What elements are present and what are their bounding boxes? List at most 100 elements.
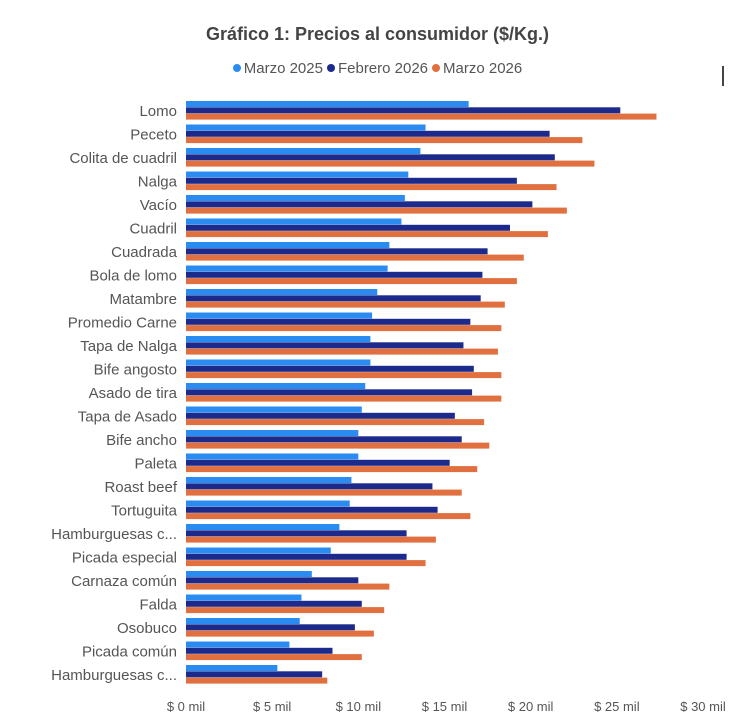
bar[interactable] xyxy=(186,513,471,520)
category-label: Osobuco xyxy=(117,620,177,637)
bar[interactable] xyxy=(186,148,421,154)
bar[interactable] xyxy=(186,254,524,261)
legend-dot-icon xyxy=(326,64,335,72)
bar[interactable] xyxy=(186,419,485,426)
category-label: Cuadrada xyxy=(111,244,178,261)
bar[interactable] xyxy=(186,395,502,402)
bar[interactable] xyxy=(186,483,433,490)
bar[interactable] xyxy=(186,224,510,231)
bar[interactable] xyxy=(186,301,505,308)
bar[interactable] xyxy=(186,383,366,389)
bar[interactable] xyxy=(186,113,657,120)
bar[interactable] xyxy=(186,207,567,214)
bar[interactable] xyxy=(186,459,450,466)
bar[interactable] xyxy=(186,553,407,560)
bar[interactable] xyxy=(186,560,426,567)
bar[interactable] xyxy=(186,171,409,178)
bar[interactable] xyxy=(186,547,331,554)
legend-item[interactable]: Marzo 2026 xyxy=(432,60,522,77)
legend-item[interactable]: Marzo 2025 xyxy=(232,60,323,77)
bar[interactable] xyxy=(186,336,371,342)
bar[interactable] xyxy=(186,242,390,248)
text-cursor xyxy=(722,66,724,86)
bar[interactable] xyxy=(186,137,583,144)
bar[interactable] xyxy=(186,289,378,295)
bar[interactable] xyxy=(186,436,462,443)
category-label: Lomo xyxy=(139,103,177,120)
legend-label: Febrero 2026 xyxy=(337,60,429,77)
bar[interactable] xyxy=(186,318,471,325)
bar[interactable] xyxy=(186,536,436,543)
category-label: Roast beef xyxy=(104,479,177,496)
bar[interactable] xyxy=(186,412,455,419)
bar[interactable] xyxy=(186,389,473,396)
bar[interactable] xyxy=(186,677,328,684)
bar[interactable] xyxy=(186,124,426,131)
bar[interactable] xyxy=(186,372,502,379)
bar[interactable] xyxy=(186,594,302,601)
bar[interactable] xyxy=(186,365,474,372)
bar[interactable] xyxy=(186,348,498,355)
x-tick-label: $ 10 mil xyxy=(336,699,382,714)
legend-item[interactable]: Febrero 2026 xyxy=(326,60,429,77)
bar[interactable] xyxy=(186,231,548,238)
bar[interactable] xyxy=(186,342,464,349)
bar[interactable] xyxy=(186,359,371,366)
x-tick-label: $ 20 mil xyxy=(508,699,554,714)
bar[interactable] xyxy=(186,442,490,449)
bar[interactable] xyxy=(186,477,352,483)
bar[interactable] xyxy=(186,453,359,460)
bar[interactable] xyxy=(186,184,557,191)
x-tick-label: $ 25 mil xyxy=(594,699,640,714)
bar[interactable] xyxy=(186,630,374,637)
category-label: Colita de cuadril xyxy=(69,150,177,167)
category-label: Hamburguesas c... xyxy=(51,526,177,543)
category-label: Picada común xyxy=(82,644,177,661)
bar[interactable] xyxy=(186,583,390,590)
category-label: Bola de lomo xyxy=(89,268,177,285)
bar[interactable] xyxy=(186,671,323,678)
category-label: Falda xyxy=(139,597,177,614)
bar[interactable] xyxy=(186,524,340,530)
bar[interactable] xyxy=(186,271,483,278)
bar[interactable] xyxy=(186,624,355,631)
bar[interactable] xyxy=(186,641,290,648)
legend-dot-icon xyxy=(232,64,241,72)
bar[interactable] xyxy=(186,278,517,285)
bar[interactable] xyxy=(186,406,362,413)
bar[interactable] xyxy=(186,201,533,208)
bar[interactable] xyxy=(186,154,555,161)
bar[interactable] xyxy=(186,177,517,184)
bar[interactable] xyxy=(186,665,278,671)
bar[interactable] xyxy=(186,312,373,319)
bar[interactable] xyxy=(186,160,595,167)
bar[interactable] xyxy=(186,489,462,496)
legend-label: Marzo 2026 xyxy=(443,60,523,77)
bar[interactable] xyxy=(186,571,312,577)
bar[interactable] xyxy=(186,618,300,624)
bar[interactable] xyxy=(186,325,502,332)
bar[interactable] xyxy=(186,101,469,107)
x-tick-label: $ 15 mil xyxy=(422,699,468,714)
bar[interactable] xyxy=(186,500,350,507)
bar[interactable] xyxy=(186,107,621,114)
bar[interactable] xyxy=(186,647,333,654)
bar[interactable] xyxy=(186,654,362,661)
bar[interactable] xyxy=(186,530,407,537)
bar[interactable] xyxy=(186,295,481,302)
category-label: Tapa de Nalga xyxy=(80,338,177,355)
bar[interactable] xyxy=(186,577,359,584)
bar[interactable] xyxy=(186,218,402,225)
bar[interactable] xyxy=(186,195,405,201)
bar[interactable] xyxy=(186,248,488,255)
bar[interactable] xyxy=(186,600,362,607)
bar[interactable] xyxy=(186,130,550,137)
category-label: Bife ancho xyxy=(106,432,177,449)
bar[interactable] xyxy=(186,430,359,436)
bar[interactable] xyxy=(186,506,438,513)
category-label: Peceto xyxy=(130,127,177,144)
bar[interactable] xyxy=(186,607,385,614)
bar[interactable] xyxy=(186,466,478,473)
bar[interactable] xyxy=(186,265,388,272)
